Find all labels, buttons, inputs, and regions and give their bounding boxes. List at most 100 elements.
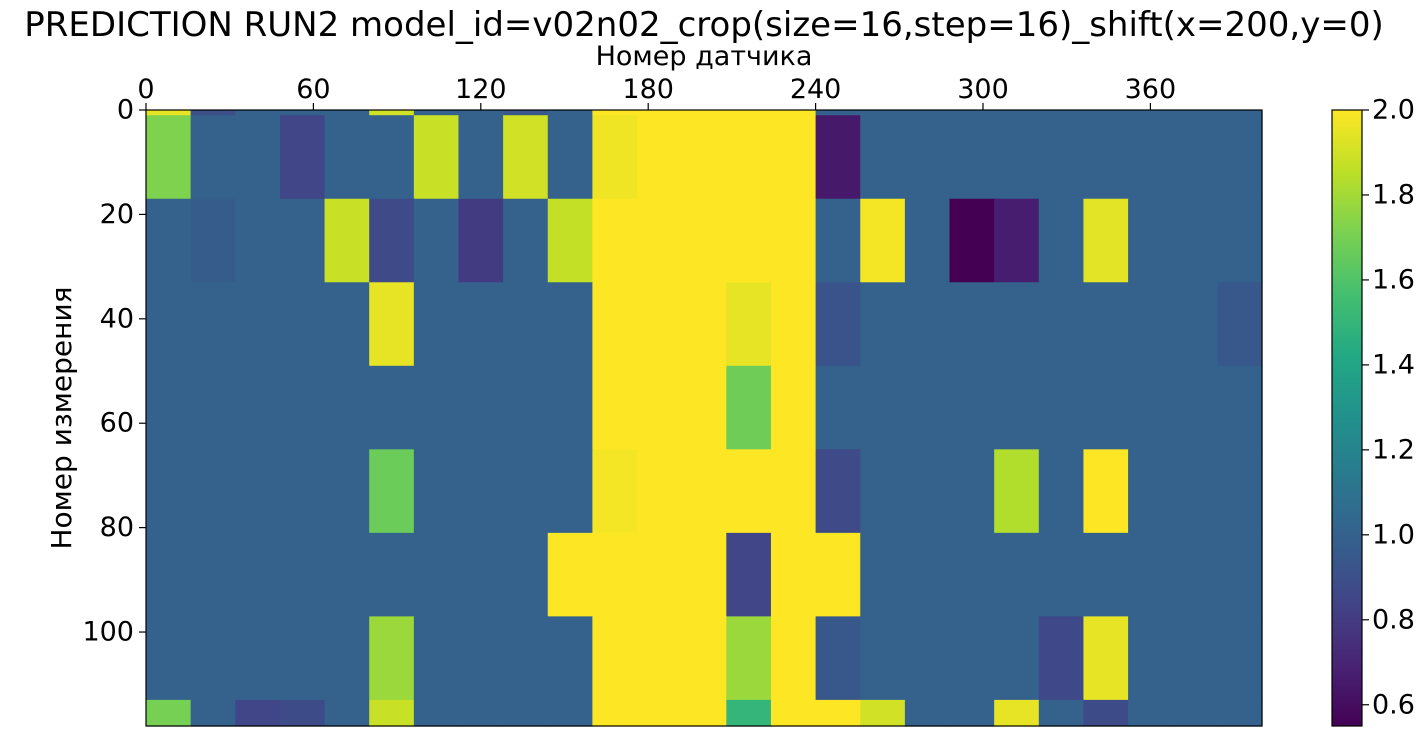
heatmap-cell-r5-c4 [324,449,370,534]
heatmap-cell-r7-c20 [1038,616,1085,701]
heatmap-cell-r1-c22 [1128,115,1174,200]
heatmap-cell-r8-c21 [1083,699,1129,727]
heatmap-cell-r2-c21 [1083,198,1129,283]
heatmap-cell-r6-c12 [681,532,727,617]
heatmap-cell-r0-c15 [815,110,861,116]
heatmap-cell-r1-c12 [681,115,727,200]
heatmap-cell-r1-c20 [1038,115,1085,200]
heatmap-cell-r8-c0 [146,699,192,727]
heatmap-cell-r4-c9 [547,365,593,450]
heatmap-cell-r5-c15 [815,449,861,534]
heatmap-cell-r0-c21 [1083,110,1129,116]
heatmap-cell-r5-c2 [235,449,281,534]
heatmap-cell-r4-c20 [1038,365,1085,450]
heatmap-cell-r7-c21 [1083,616,1129,701]
heatmap-cell-r5-c9 [547,449,593,534]
heatmap-cell-r4-c7 [458,365,504,450]
heatmap-cell-r5-c8 [503,449,549,534]
y-tick-label: 0 [117,95,134,126]
heatmap-cell-r0-c19 [994,110,1040,116]
heatmap-cell-r3-c15 [815,282,861,367]
heatmap-cell-r8-c3 [279,699,326,727]
heatmap-cell-r0-c0 [146,110,192,116]
heatmap-cell-r2-c22 [1128,198,1174,283]
heatmap-cell-r0-c17 [904,110,951,116]
heatmap-cell-r6-c2 [235,532,281,617]
heatmap-cell-r6-c20 [1038,532,1085,617]
chart-title: PREDICTION RUN2 model_id=v02n02_crop(siz… [24,5,1384,45]
heatmap-cell-r0-c22 [1128,110,1174,116]
heatmap-cell-r4-c22 [1128,365,1174,450]
colorbar-tick-label: 1.4 [1372,349,1415,380]
heatmap-cell-r4-c15 [815,365,861,450]
heatmap-cell-r7-c11 [637,616,683,701]
heatmap-cell-r3-c12 [681,282,727,367]
heatmap-cell-r2-c12 [681,198,727,283]
y-tick-label: 20 [100,199,134,230]
heatmap-cell-r4-c16 [860,365,906,450]
heatmap-cell-r6-c10 [592,532,638,617]
heatmap-cell-r2-c19 [994,198,1040,283]
heatmap-cell-r2-c15 [815,198,861,283]
heatmap-cell-r0-c6 [413,110,460,116]
heatmap-cell-r3-c14 [770,282,817,367]
heatmap-cell-r5-c19 [994,449,1040,534]
heatmap-cell-r0-c18 [949,110,995,116]
heatmap-cell-r1-c2 [235,115,281,200]
heatmap-cell-r8-c18 [949,699,995,727]
heatmap-cell-r6-c0 [146,532,192,617]
heatmap-cell-r5-c3 [279,449,326,534]
heatmap-cell-r8-c8 [503,699,549,727]
heatmap-cell-r5-c6 [413,449,460,534]
heatmap-cell-r2-c4 [324,198,370,283]
heatmap-cell-r6-c1 [190,532,236,617]
heatmap-cell-r4-c24 [1217,365,1263,450]
heatmap-cell-r5-c14 [770,449,817,534]
heatmap-cell-r0-c20 [1038,110,1085,116]
y-tick-label: 60 [100,408,134,439]
colorbar-tick-label: 0.6 [1372,689,1415,720]
heatmap-cell-r3-c8 [503,282,549,367]
heatmap-cell-r0-c3 [279,110,326,116]
heatmap-cell-r8-c20 [1038,699,1085,727]
heatmap-cell-r5-c17 [904,449,951,534]
heatmap-cell-r8-c24 [1217,699,1263,727]
heatmap-cell-r1-c23 [1172,115,1218,200]
heatmap-cell-r2-c3 [279,198,326,283]
heatmap-cell-r1-c10 [592,115,638,200]
heatmap-cell-r5-c1 [190,449,236,534]
heatmap-cell-r6-c19 [994,532,1040,617]
heatmap-cell-r3-c17 [904,282,951,367]
heatmap-cell-r1-c15 [815,115,861,200]
heatmap-cell-r3-c13 [726,282,772,367]
colorbar-tick-label: 1.2 [1372,434,1415,465]
heatmap-cell-r6-c5 [369,532,415,617]
heatmap-cell-r3-c18 [949,282,995,367]
heatmap-cell-r1-c14 [770,115,817,200]
heatmap-cell-r7-c15 [815,616,861,701]
heatmap-cell-r1-c1 [190,115,236,200]
heatmap-cell-r8-c6 [413,699,460,727]
heatmap-cell-r7-c23 [1172,616,1218,701]
heatmap-cell-r6-c3 [279,532,326,617]
heatmap-cell-r2-c6 [413,198,460,283]
heatmap-cell-r6-c24 [1217,532,1263,617]
heatmap-cell-r0-c12 [681,110,727,116]
x-axis-label: Номер датчика [595,41,813,72]
heatmap-cell-r2-c0 [146,198,192,283]
heatmap-cell-r7-c16 [860,616,906,701]
colorbar-tick-label: 0.8 [1372,604,1415,635]
heatmap-cell-r3-c4 [324,282,370,367]
heatmap-cell-r3-c19 [994,282,1040,367]
heatmap-cell-r5-c11 [637,449,683,534]
heatmap-cell-r1-c21 [1083,115,1129,200]
heatmap-cell-r1-c5 [369,115,415,200]
heatmap-cell-r8-c2 [235,699,281,727]
heatmap-cell-r8-c13 [726,699,772,727]
heatmap-cell-r3-c1 [190,282,236,367]
heatmap-cell-r0-c13 [726,110,772,116]
heatmap-cell-r5-c18 [949,449,995,534]
heatmap-cell-r1-c11 [637,115,683,200]
heatmap-cell-r3-c9 [547,282,593,367]
